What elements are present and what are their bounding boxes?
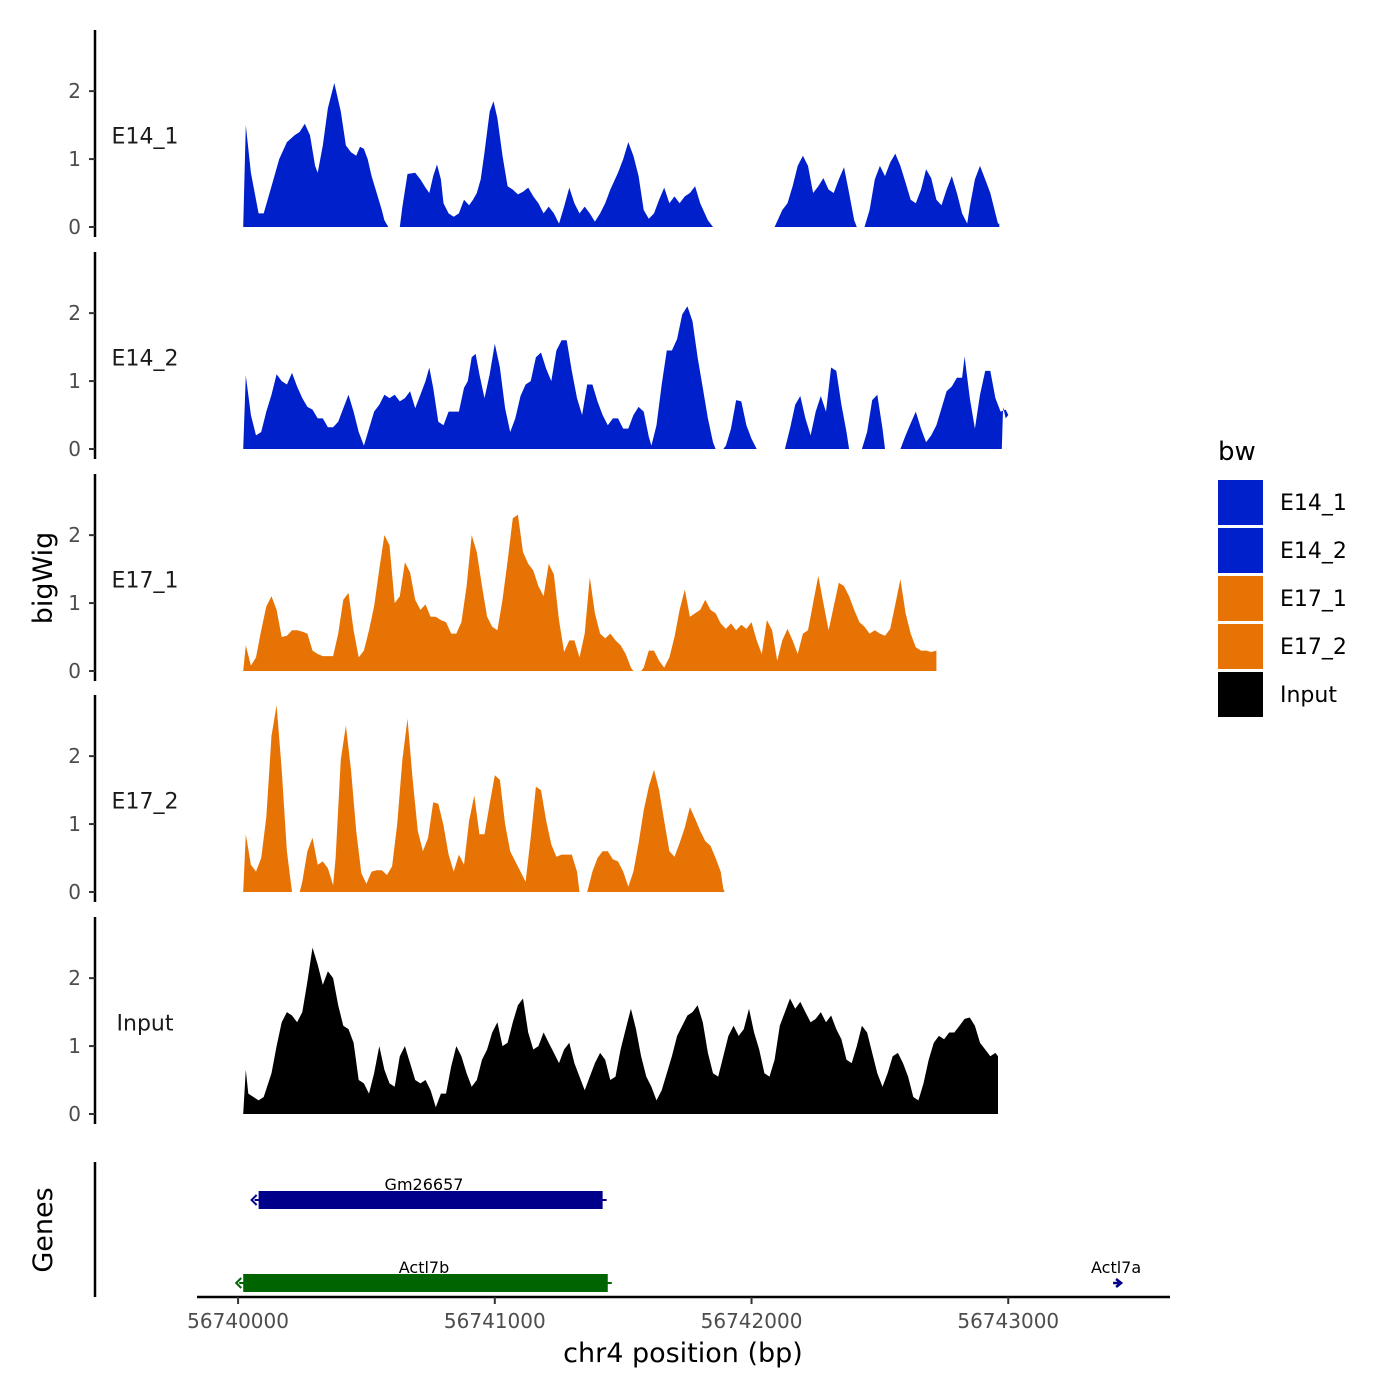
track-label: Input <box>117 1011 174 1036</box>
track-e17-2: 0 1 2 E17_2 <box>68 695 725 904</box>
legend-swatch <box>1218 576 1263 621</box>
legend: bw E14_1 E14_2 E17_1 E17_2 Input <box>1218 437 1347 717</box>
x-tick-label: 56743000 <box>957 1309 1059 1333</box>
legend-swatch <box>1218 624 1263 669</box>
x-tick-label: 56741000 <box>444 1309 546 1333</box>
legend-item: E14_1 <box>1218 480 1347 525</box>
y-tick-label: 0 <box>68 1102 81 1126</box>
gene-actl7a: Actl7a <box>1091 1258 1141 1288</box>
legend-swatch <box>1218 480 1263 525</box>
y-tick-label: 2 <box>68 744 81 768</box>
y-tick-label: 2 <box>68 966 81 990</box>
y-tick-label: 1 <box>68 591 81 615</box>
track-label: E14_1 <box>112 124 179 149</box>
legend-item: E17_1 <box>1218 576 1347 621</box>
y-tick-label: 1 <box>68 812 81 836</box>
track-input: 0 1 2 Input <box>68 917 998 1126</box>
legend-item: E14_2 <box>1218 528 1347 573</box>
y-tick-label: 2 <box>68 79 81 103</box>
y-tick-label: 1 <box>68 147 81 171</box>
x-tick-label: 56740000 <box>187 1309 289 1333</box>
legend-title: bw <box>1218 437 1256 467</box>
gene-gm26657: Gm26657 <box>250 1175 607 1209</box>
coverage-area <box>243 705 725 892</box>
coverage-area <box>243 306 1009 449</box>
y-tick-label: 1 <box>68 369 81 393</box>
track-e14-1: 0 1 2 E14_1 <box>68 30 1000 239</box>
y-tick-label: 0 <box>68 215 81 239</box>
legend-label: E17_2 <box>1280 635 1347 660</box>
legend-label: Input <box>1280 683 1337 708</box>
y-tick-label: 1 <box>68 1034 81 1058</box>
legend-item: Input <box>1218 672 1337 717</box>
track-label: E14_2 <box>112 346 179 371</box>
coverage-tracks: 0 1 2 E14_1 0 1 2 E14_2 0 1 2 E17_1 0 1 2 E17_2 0 1 2 Input <box>68 30 1009 1126</box>
legend-label: E14_2 <box>1280 539 1347 564</box>
track-label: E17_1 <box>112 568 179 593</box>
legend-swatch <box>1218 672 1263 717</box>
y-tick-label: 2 <box>68 523 81 547</box>
legend-label: E14_1 <box>1280 491 1347 516</box>
y-tick-label: 0 <box>68 880 81 904</box>
legend-label: E17_1 <box>1280 587 1347 612</box>
y-tick-label: 0 <box>68 437 81 461</box>
legend-item: E17_2 <box>1218 624 1347 669</box>
legend-swatch <box>1218 528 1263 573</box>
track-label: E17_2 <box>112 789 179 814</box>
x-axis-title: chr4 position (bp) <box>563 1338 803 1369</box>
strand-arrow-icon <box>1113 1278 1124 1288</box>
gene-panel: Gm26657 Actl7b Actl7a <box>93 1162 1141 1297</box>
genes-panel-title: Genes <box>28 1187 59 1272</box>
coverage-area <box>243 83 1000 227</box>
track-e14-2: 0 1 2 E14_2 <box>68 252 1009 461</box>
x-tick-label: 56742000 <box>701 1309 803 1333</box>
gene-exon <box>243 1274 608 1292</box>
coverage-area <box>243 947 998 1114</box>
gene-exon <box>258 1191 603 1209</box>
y-tick-label: 2 <box>68 301 81 325</box>
x-axis: 56740000 56741000 56742000 56743000 <box>187 1295 1170 1333</box>
track-e17-1: 0 1 2 E17_1 <box>68 474 937 683</box>
gene-label: Actl7a <box>1091 1258 1141 1277</box>
strand-arrow-icon <box>234 1277 242 1289</box>
y-tick-label: 0 <box>68 659 81 683</box>
coverage-area <box>243 514 937 671</box>
gene-actl7b: Actl7b <box>234 1258 612 1292</box>
y-axis-title: bigWig <box>28 532 59 625</box>
strand-arrow-icon <box>250 1194 258 1206</box>
gene-label: Actl7b <box>399 1258 450 1277</box>
gene-label: Gm26657 <box>385 1175 464 1194</box>
